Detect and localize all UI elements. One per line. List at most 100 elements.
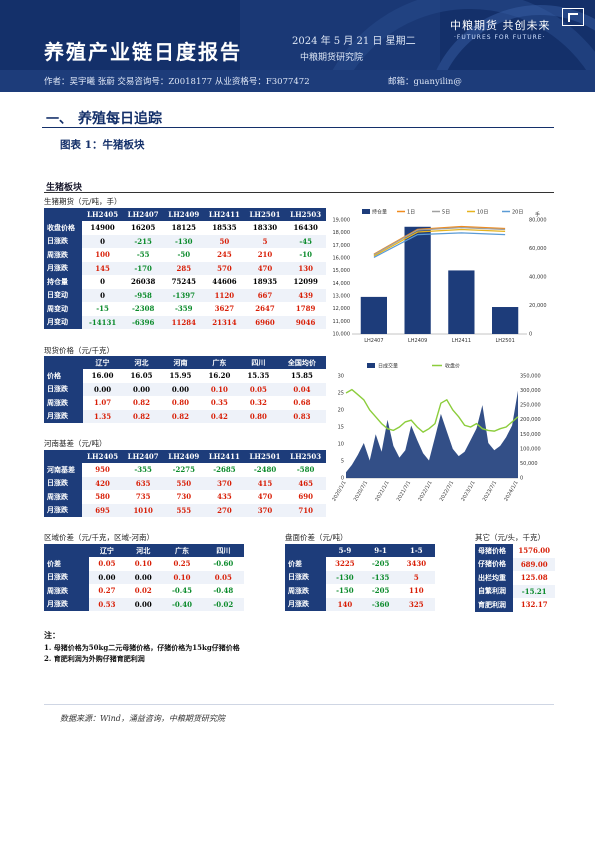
column-header: 四川 — [238, 356, 278, 369]
column-header — [44, 356, 84, 369]
legend-swatch — [362, 209, 370, 214]
row-label: 月涨跌 — [285, 597, 327, 611]
table-cell: -0.60 — [213, 559, 234, 569]
column-header: LH2409 — [163, 450, 205, 463]
table-row: 价格 16.00 16.05 15.95 16.20 15.35 15.85 — [44, 369, 326, 383]
institute-name: 中粮期货研究院 — [300, 53, 364, 63]
table-cell: 470 — [244, 261, 286, 275]
table-cell: 2647 — [255, 304, 275, 314]
table-cell: 0.53 — [88, 597, 126, 611]
note-line-2: 2. 育肥利润为外购仔猪育肥利润 — [44, 654, 145, 663]
table-cell: 0.32 — [249, 398, 267, 408]
column-header: 广东 — [161, 544, 203, 557]
bar — [404, 226, 431, 334]
table-cell: 1010 — [122, 503, 164, 517]
table-cell: -359 — [175, 304, 193, 314]
y-tick-label: 0 — [341, 476, 344, 482]
row-label: 月涨跌 — [44, 503, 83, 517]
table-row: 价差 0.05 0.10 0.25 -0.60 — [44, 557, 244, 571]
table-cell: 0.35 — [210, 398, 228, 408]
table-cell: -10 — [299, 250, 312, 260]
row-label: 日变动 — [44, 288, 83, 302]
column-header: 辽宁 — [83, 356, 123, 369]
table-cell: 245 — [217, 250, 232, 260]
table-cell: 14900 — [90, 223, 115, 233]
table-cell: 0.42 — [199, 409, 239, 423]
basis-subtitle: 河南基差（元/吨） — [44, 439, 107, 448]
table-cell: 0.27 — [98, 586, 116, 596]
table-cell: -0.40 — [161, 597, 203, 611]
y-tick-label: 5 — [341, 459, 344, 465]
row-label: 日涨跌 — [44, 476, 83, 490]
table-cell: -580 — [296, 465, 315, 475]
y2-tick-label: 0 — [520, 476, 523, 482]
row-label: 日涨跌 — [285, 570, 327, 584]
row-label: 周涨跌 — [44, 248, 83, 262]
region-spread-table: 辽宁 河北 广东 四川 价差 0.05 0.10 0.25 -0.60 日涨跌 0.00 0.00 0.… — [44, 544, 244, 611]
panel-title: 生猪板块 — [46, 183, 83, 193]
brand-slogan: ·FUTURES FOR FUTURE· — [454, 34, 546, 41]
table-cell: 26038 — [131, 277, 156, 287]
y-tick-label: 18,000 — [333, 230, 351, 236]
table-cell: 21314 — [204, 315, 245, 329]
brand-logo-text: 中粮期货 共创未来 — [450, 19, 551, 32]
row-label: 日涨跌 — [44, 382, 84, 396]
column-header: LH2409 — [163, 208, 205, 221]
table-cell: 1.35 — [83, 409, 123, 423]
table-cell: 0.25 — [173, 559, 191, 569]
table-row: 出栏均重 125.08 — [475, 571, 555, 585]
y-tick-label: 10 — [338, 442, 344, 448]
table-row: 自繁利润 -15.21 — [475, 584, 555, 598]
y-tick-label: 19,000 — [333, 218, 351, 224]
column-header: 河北 — [125, 544, 162, 557]
row-label: 价差 — [285, 557, 327, 571]
column-header: LH2411 — [204, 450, 245, 463]
x-tick-label: LH2407 — [364, 338, 383, 344]
table-cell: 16205 — [131, 223, 156, 233]
column-header: LH2501 — [244, 208, 286, 221]
column-header: 广东 — [199, 356, 239, 369]
table-cell: -0.48 — [213, 586, 234, 596]
x-tick-label: 2021/1/1 — [374, 480, 390, 502]
table-cell: 0.05 — [238, 382, 278, 396]
table-cell: 16430 — [293, 223, 318, 233]
table-cell: 3225 — [335, 559, 355, 569]
legend-label: 收盘价 — [445, 363, 460, 370]
column-header — [44, 208, 83, 221]
table-row: 日涨跌 -130 -135 5 — [285, 570, 435, 584]
x-tick-label: 2022/7/1 — [439, 480, 455, 502]
table-row: 日涨跌 420 635 550 370 415 465 — [44, 476, 326, 490]
note-line-1: 1. 母猪价格为50kg二元母猪价格，仔猪价格为15kg仔猪价格 — [44, 643, 240, 652]
table-row: 月涨跌 1.35 0.82 0.82 0.42 0.80 0.83 — [44, 409, 326, 423]
section-number: 一、 — [46, 112, 73, 127]
y-tick-label: 20 — [338, 408, 344, 414]
table-cell: 465 — [285, 476, 326, 490]
table-cell: -2685 — [213, 465, 236, 475]
table-cell: -150 — [336, 586, 354, 596]
table-cell: 18535 — [212, 223, 237, 233]
x-tick-label: 2023/1/1 — [460, 480, 476, 502]
legend-label: 10日 — [477, 210, 488, 216]
author-email: 邮箱：guanyilin@ — [388, 77, 462, 87]
volume-price-chart: 日成交量 收盘价 0 5 10 15 20 25 30 0 50,000 100,000 150,000… — [332, 363, 541, 503]
row-label: 周涨跌 — [44, 584, 89, 598]
row-label: 仔猪价格 — [475, 557, 514, 571]
banner-decoration — [240, 0, 595, 92]
table-cell: 0.10 — [161, 570, 203, 584]
price-line — [345, 388, 519, 433]
table-cell: 145 — [82, 261, 123, 275]
table-cell: 15.35 — [247, 371, 270, 381]
table-cell: 0.80 — [171, 398, 189, 408]
row-label: 价差 — [44, 557, 89, 571]
series-line — [373, 226, 506, 256]
column-header: LH2411 — [204, 208, 245, 221]
row-label: 育肥利润 — [475, 598, 514, 612]
y-tick-label: 25 — [338, 391, 344, 397]
y2-tick-label: 40,000 — [529, 275, 547, 281]
table-cell: 1120 — [204, 288, 245, 302]
table-cell: -2308 — [131, 304, 155, 314]
table-cell: 132.17 — [520, 600, 548, 610]
table-cell: 735 — [135, 492, 151, 502]
table-cell: 285 — [163, 261, 205, 275]
table-cell: -130 — [326, 570, 364, 584]
